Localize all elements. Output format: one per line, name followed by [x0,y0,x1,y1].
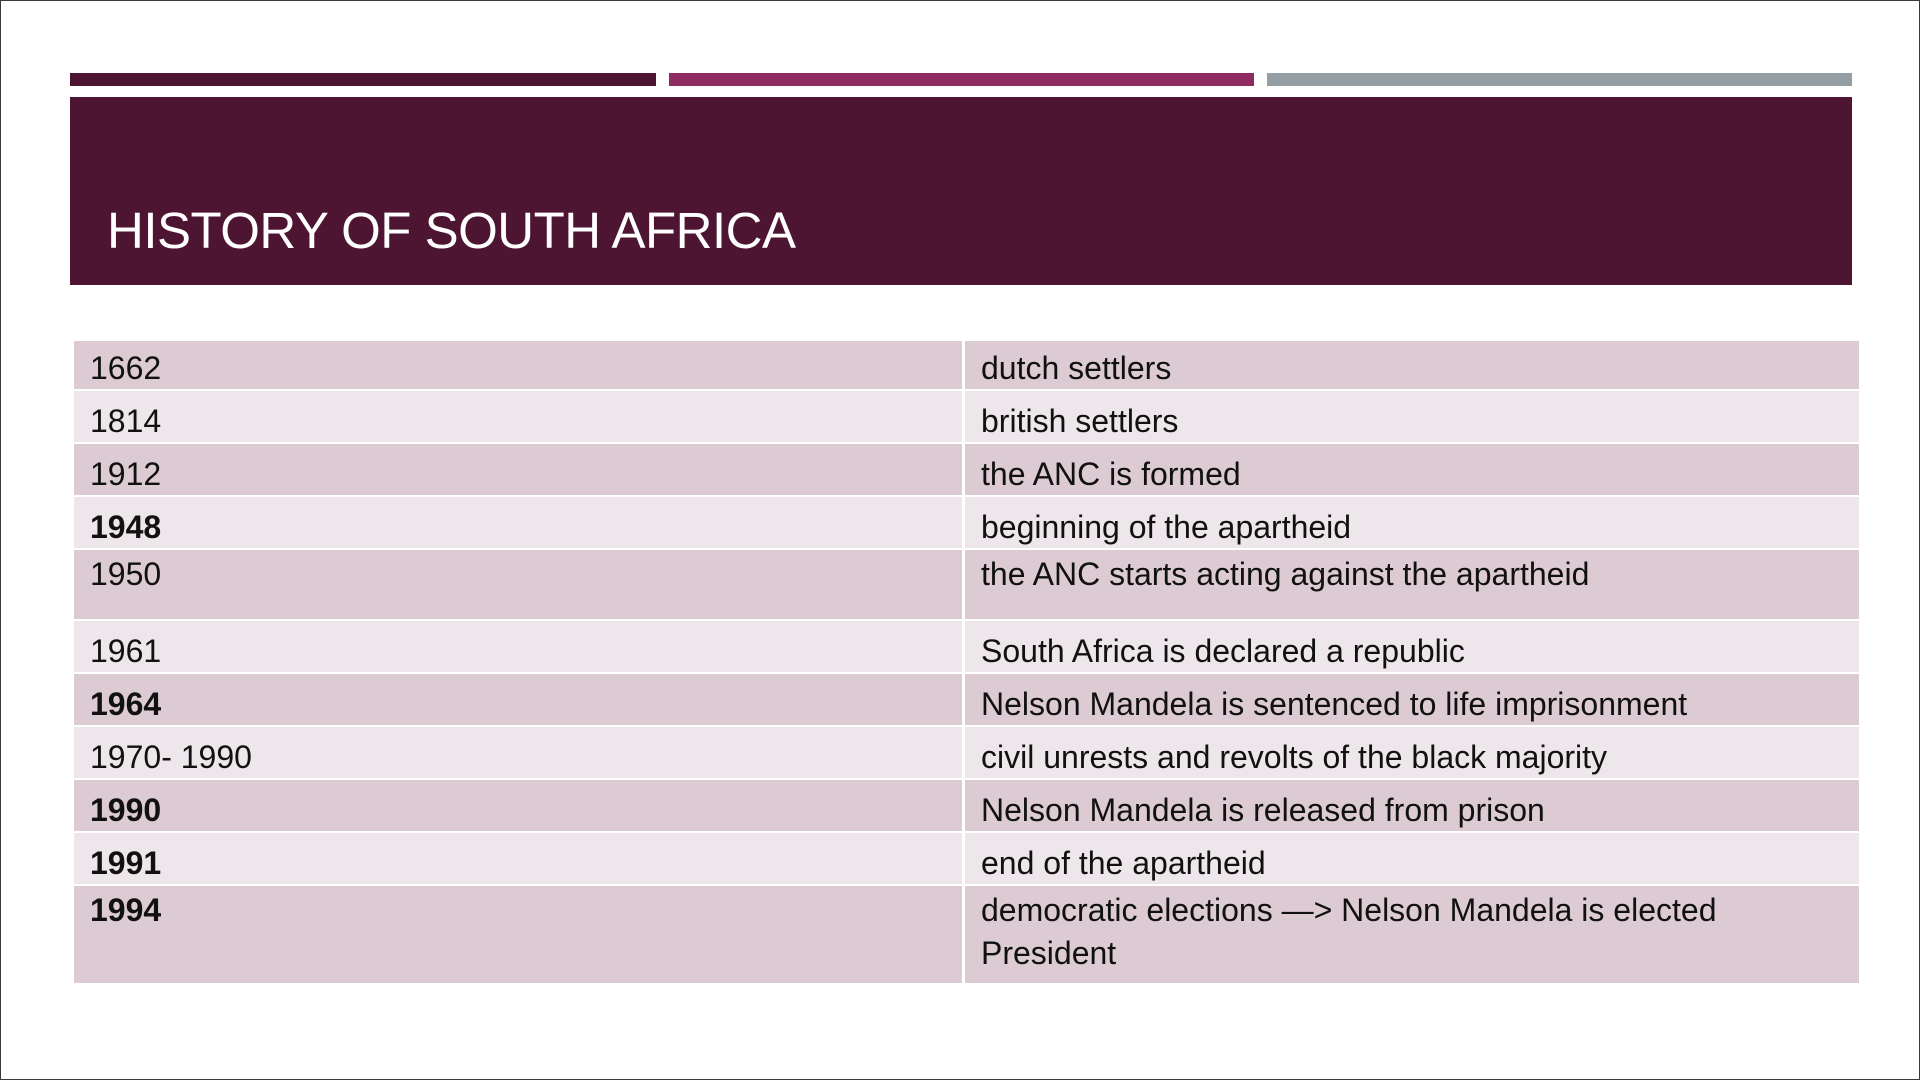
table-row: 1994 democratic elections —> Nelson Mand… [74,886,1859,985]
accent-bar-gray [1267,73,1852,86]
event-cell: dutch settlers [965,341,1859,391]
timeline-table: 1662 dutch settlers 1814 british settler… [74,341,1859,985]
table-row: 1912 the ANC is formed [74,444,1859,497]
year-cell: 1662 [74,341,965,391]
year-cell: 1814 [74,391,965,444]
accent-bar-dark [70,73,656,86]
event-cell: end of the apartheid [965,833,1859,886]
event-cell: South Africa is declared a republic [965,621,1859,674]
event-cell: british settlers [965,391,1859,444]
table-row: 1814 british settlers [74,391,1859,444]
table-row: 1991 end of the apartheid [74,833,1859,886]
year-cell: 1970- 1990 [74,727,965,780]
event-cell: Nelson Mandela is sentenced to life impr… [965,674,1859,727]
table-row: 1662 dutch settlers [74,341,1859,391]
accent-bar-magenta [669,73,1254,86]
year-cell: 1991 [74,833,965,886]
event-cell: beginning of the apartheid [965,497,1859,550]
table-row: 1961 South Africa is declared a republic [74,621,1859,674]
event-cell: democratic elections —> Nelson Mandela i… [965,886,1859,985]
event-cell: civil unrests and revolts of the black m… [965,727,1859,780]
table-row: 1970- 1990 civil unrests and revolts of … [74,727,1859,780]
table-row: 1964 Nelson Mandela is sentenced to life… [74,674,1859,727]
event-cell: the ANC is formed [965,444,1859,497]
year-cell: 1994 [74,886,965,985]
table-row: 1990 Nelson Mandela is released from pri… [74,780,1859,833]
title-band: HISTORY OF SOUTH AFRICA [70,97,1852,285]
table-row: 1950 the ANC starts acting against the a… [74,550,1859,621]
year-cell: 1961 [74,621,965,674]
year-cell: 1948 [74,497,965,550]
slide-title: HISTORY OF SOUTH AFRICA [107,202,796,259]
event-cell: Nelson Mandela is released from prison [965,780,1859,833]
event-cell: the ANC starts acting against the aparth… [965,550,1859,621]
table-row: 1948 beginning of the apartheid [74,497,1859,550]
year-cell: 1964 [74,674,965,727]
year-cell: 1912 [74,444,965,497]
year-cell: 1950 [74,550,965,621]
year-cell: 1990 [74,780,965,833]
